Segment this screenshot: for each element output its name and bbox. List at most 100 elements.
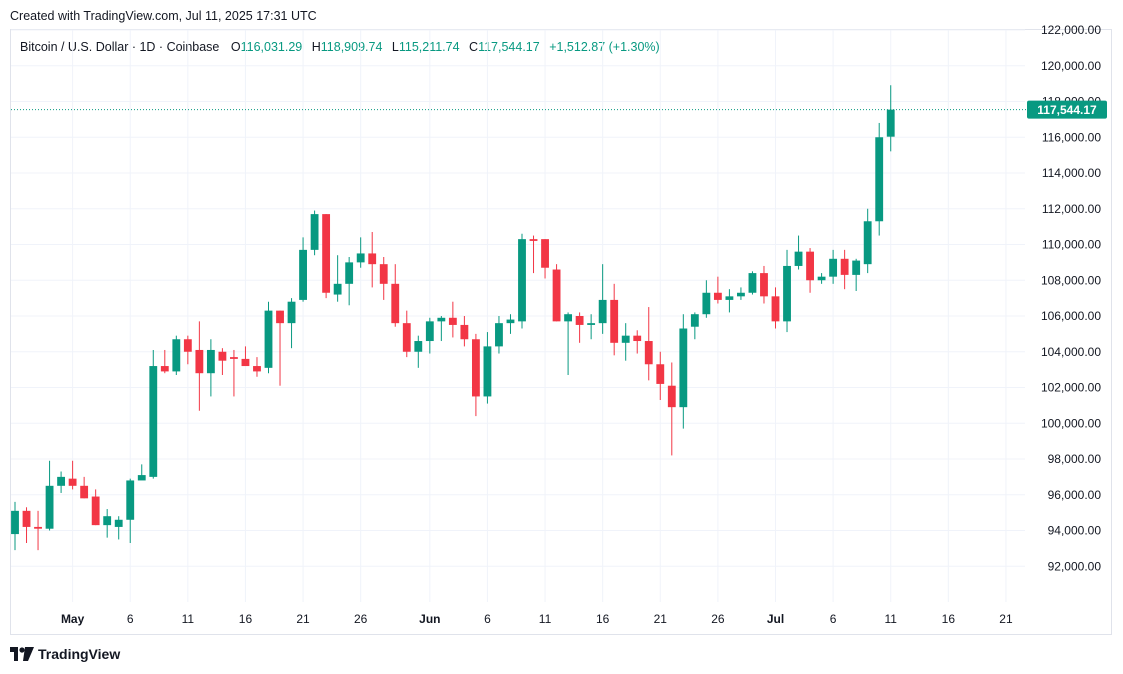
tradingview-brand[interactable]: TradingView: [10, 646, 120, 662]
high-label: H: [311, 40, 321, 54]
candle-body: [471, 339, 480, 397]
y-tick-label: 114,000.00: [1042, 166, 1101, 180]
y-tick-label: 102,000.00: [1041, 381, 1101, 395]
candle-body: [425, 321, 434, 342]
candle-body: [886, 109, 895, 137]
candle-body: [656, 364, 665, 384]
candle-body: [126, 480, 135, 520]
candle-body: [11, 510, 19, 535]
candle-body: [137, 475, 146, 481]
candle-body: [852, 260, 861, 275]
candle-body: [276, 310, 284, 324]
candle-body: [368, 253, 377, 265]
candle-body: [667, 385, 676, 408]
created-with-caption: Created with TradingView.com, Jul 11, 20…: [10, 9, 317, 23]
last-price-badge: [1027, 100, 1107, 119]
y-tick-label: 108,000.00: [1041, 273, 1101, 287]
candle-body: [414, 341, 423, 352]
open-label: O: [230, 40, 241, 54]
candle-body: [310, 214, 319, 250]
high-value: 118,909.74: [320, 40, 383, 54]
x-tick-label: May: [61, 612, 85, 626]
candle-body: [172, 339, 181, 372]
candle-body: [518, 239, 526, 322]
candle-body: [299, 249, 307, 300]
x-tick-label: 11: [539, 612, 552, 626]
candle-body: [264, 310, 273, 368]
candle-body: [829, 258, 838, 277]
x-tick-label: 16: [239, 612, 253, 626]
candle-body: [806, 251, 814, 281]
candle-body: [345, 262, 354, 284]
candle-body: [679, 328, 688, 408]
candle-body: [241, 358, 250, 367]
candle-body: [587, 323, 596, 325]
x-tick-label: Jun: [419, 612, 440, 626]
y-tick-label: 104,000.00: [1041, 345, 1101, 359]
candle-body: [57, 476, 66, 486]
candle-body: [483, 346, 492, 397]
x-tick-label: 21: [999, 612, 1013, 626]
close-value: 117,544.17: [478, 40, 540, 54]
candle-body: [80, 485, 89, 499]
y-tick-label: 106,000.00: [1041, 309, 1101, 323]
candle-body: [644, 341, 653, 365]
candle-body: [253, 366, 261, 372]
candle-body: [460, 324, 469, 340]
candle-body: [103, 516, 112, 526]
open-value: 116,031.29: [240, 40, 303, 54]
candle-body: [322, 214, 331, 293]
x-tick-label: 11: [182, 612, 195, 626]
candle-body: [529, 239, 538, 241]
candle-body: [760, 273, 768, 297]
x-tick-label: 11: [884, 612, 897, 626]
y-tick-label: 94,000.00: [1048, 524, 1102, 538]
candle-body: [356, 253, 365, 263]
candle-body: [195, 349, 204, 374]
x-tick-label: 26: [711, 612, 725, 626]
candle-body: [794, 251, 803, 266]
y-tick-label: 92,000.00: [1048, 559, 1102, 573]
candle-body: [183, 339, 192, 352]
candle-body: [379, 264, 388, 284]
candle-body: [564, 314, 573, 322]
candle-body: [160, 366, 169, 372]
x-tick-label: 6: [830, 612, 837, 626]
candle-body: [610, 299, 619, 343]
brand-name: TradingView: [38, 646, 121, 662]
y-tick-label: 122,000.00: [1041, 23, 1101, 37]
candle-body: [402, 323, 411, 352]
symbol-label: Bitcoin / U.S. Dollar · 1D · Coinbase: [20, 40, 220, 54]
close-label: C: [469, 40, 479, 54]
tradingview-logo-icon: [10, 647, 34, 661]
candle-body: [552, 269, 561, 322]
x-tick-label: 6: [127, 612, 134, 626]
candle-body: [391, 283, 400, 324]
ohlc-legend: Bitcoin / U.S. Dollar · 1D · Coinbase O1…: [20, 40, 666, 54]
candle-body: [748, 273, 757, 293]
candle-body: [863, 221, 872, 265]
candle-body: [45, 485, 54, 529]
candle-body: [287, 301, 296, 324]
candle-body: [702, 292, 711, 315]
y-tick-label: 98,000.00: [1048, 452, 1102, 466]
candle-body: [506, 319, 515, 324]
candle-body: [598, 299, 607, 324]
y-tick-label: 96,000.00: [1048, 488, 1102, 502]
candle-body: [840, 258, 849, 275]
y-tick-label: 116,000.00: [1042, 130, 1101, 144]
candle-body: [34, 526, 42, 529]
candle-body: [91, 496, 100, 526]
candle-body: [68, 478, 77, 486]
candle-body: [713, 292, 722, 300]
candle-body: [621, 335, 630, 343]
x-tick-label: 26: [354, 612, 368, 626]
low-value: 115,211.74: [398, 40, 460, 54]
candle-body: [22, 510, 31, 527]
candle-body: [575, 316, 584, 325]
candle-body: [783, 265, 791, 322]
low-label: L: [391, 40, 399, 54]
last-price-label: 117,544.17: [1037, 103, 1097, 117]
candle-body: [149, 366, 158, 477]
